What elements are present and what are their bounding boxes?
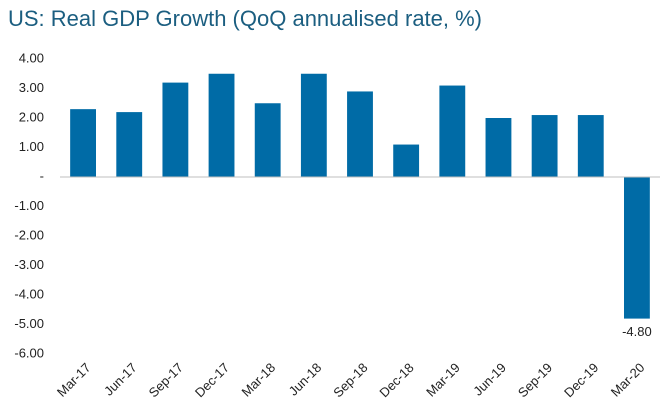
x-tick-label: Sep-19 — [515, 360, 555, 400]
x-tick-label: Dec-19 — [561, 360, 601, 400]
y-tick-label: 3.00 — [19, 80, 44, 95]
x-tick-label: Dec-18 — [376, 360, 416, 400]
bar — [300, 73, 327, 177]
x-tick-label: Mar-17 — [54, 360, 94, 400]
x-tick-label: Mar-20 — [608, 360, 648, 400]
y-tick-label: -6.00 — [14, 345, 44, 360]
y-tick-label: -3.00 — [14, 257, 44, 272]
data-label: -4.80 — [622, 324, 652, 339]
bar — [577, 115, 604, 177]
y-tick-label: 1.00 — [19, 139, 44, 154]
y-tick-label: 4.00 — [19, 50, 44, 65]
x-tick-label: Dec-17 — [192, 360, 232, 400]
x-tick-label: Sep-18 — [330, 360, 370, 400]
bar — [70, 109, 96, 177]
bar — [116, 112, 143, 177]
y-tick-label: - — [40, 168, 44, 183]
bar — [347, 91, 373, 177]
y-tick-label: -1.00 — [14, 198, 44, 213]
x-tick-label: Sep-17 — [146, 360, 186, 400]
bar — [439, 85, 466, 177]
y-tick-label: -4.00 — [14, 286, 44, 301]
y-tick-label: -5.00 — [14, 316, 44, 331]
y-tick-label: 2.00 — [19, 109, 44, 124]
bar — [485, 118, 512, 177]
bar — [393, 144, 420, 177]
bar — [531, 115, 558, 177]
bar — [254, 103, 281, 177]
bar — [208, 73, 235, 177]
x-tick-label: Jun-17 — [101, 360, 140, 399]
chart-title: US: Real GDP Growth (QoQ annualised rate… — [8, 6, 482, 31]
bar — [162, 82, 189, 177]
y-tick-label: -2.00 — [14, 227, 44, 242]
x-tick-label: Mar-18 — [239, 360, 279, 400]
x-tick-label: Mar-19 — [423, 360, 463, 400]
x-tick-label: Jun-19 — [470, 360, 509, 399]
x-tick-label: Jun-18 — [286, 360, 325, 399]
bar — [624, 177, 650, 319]
